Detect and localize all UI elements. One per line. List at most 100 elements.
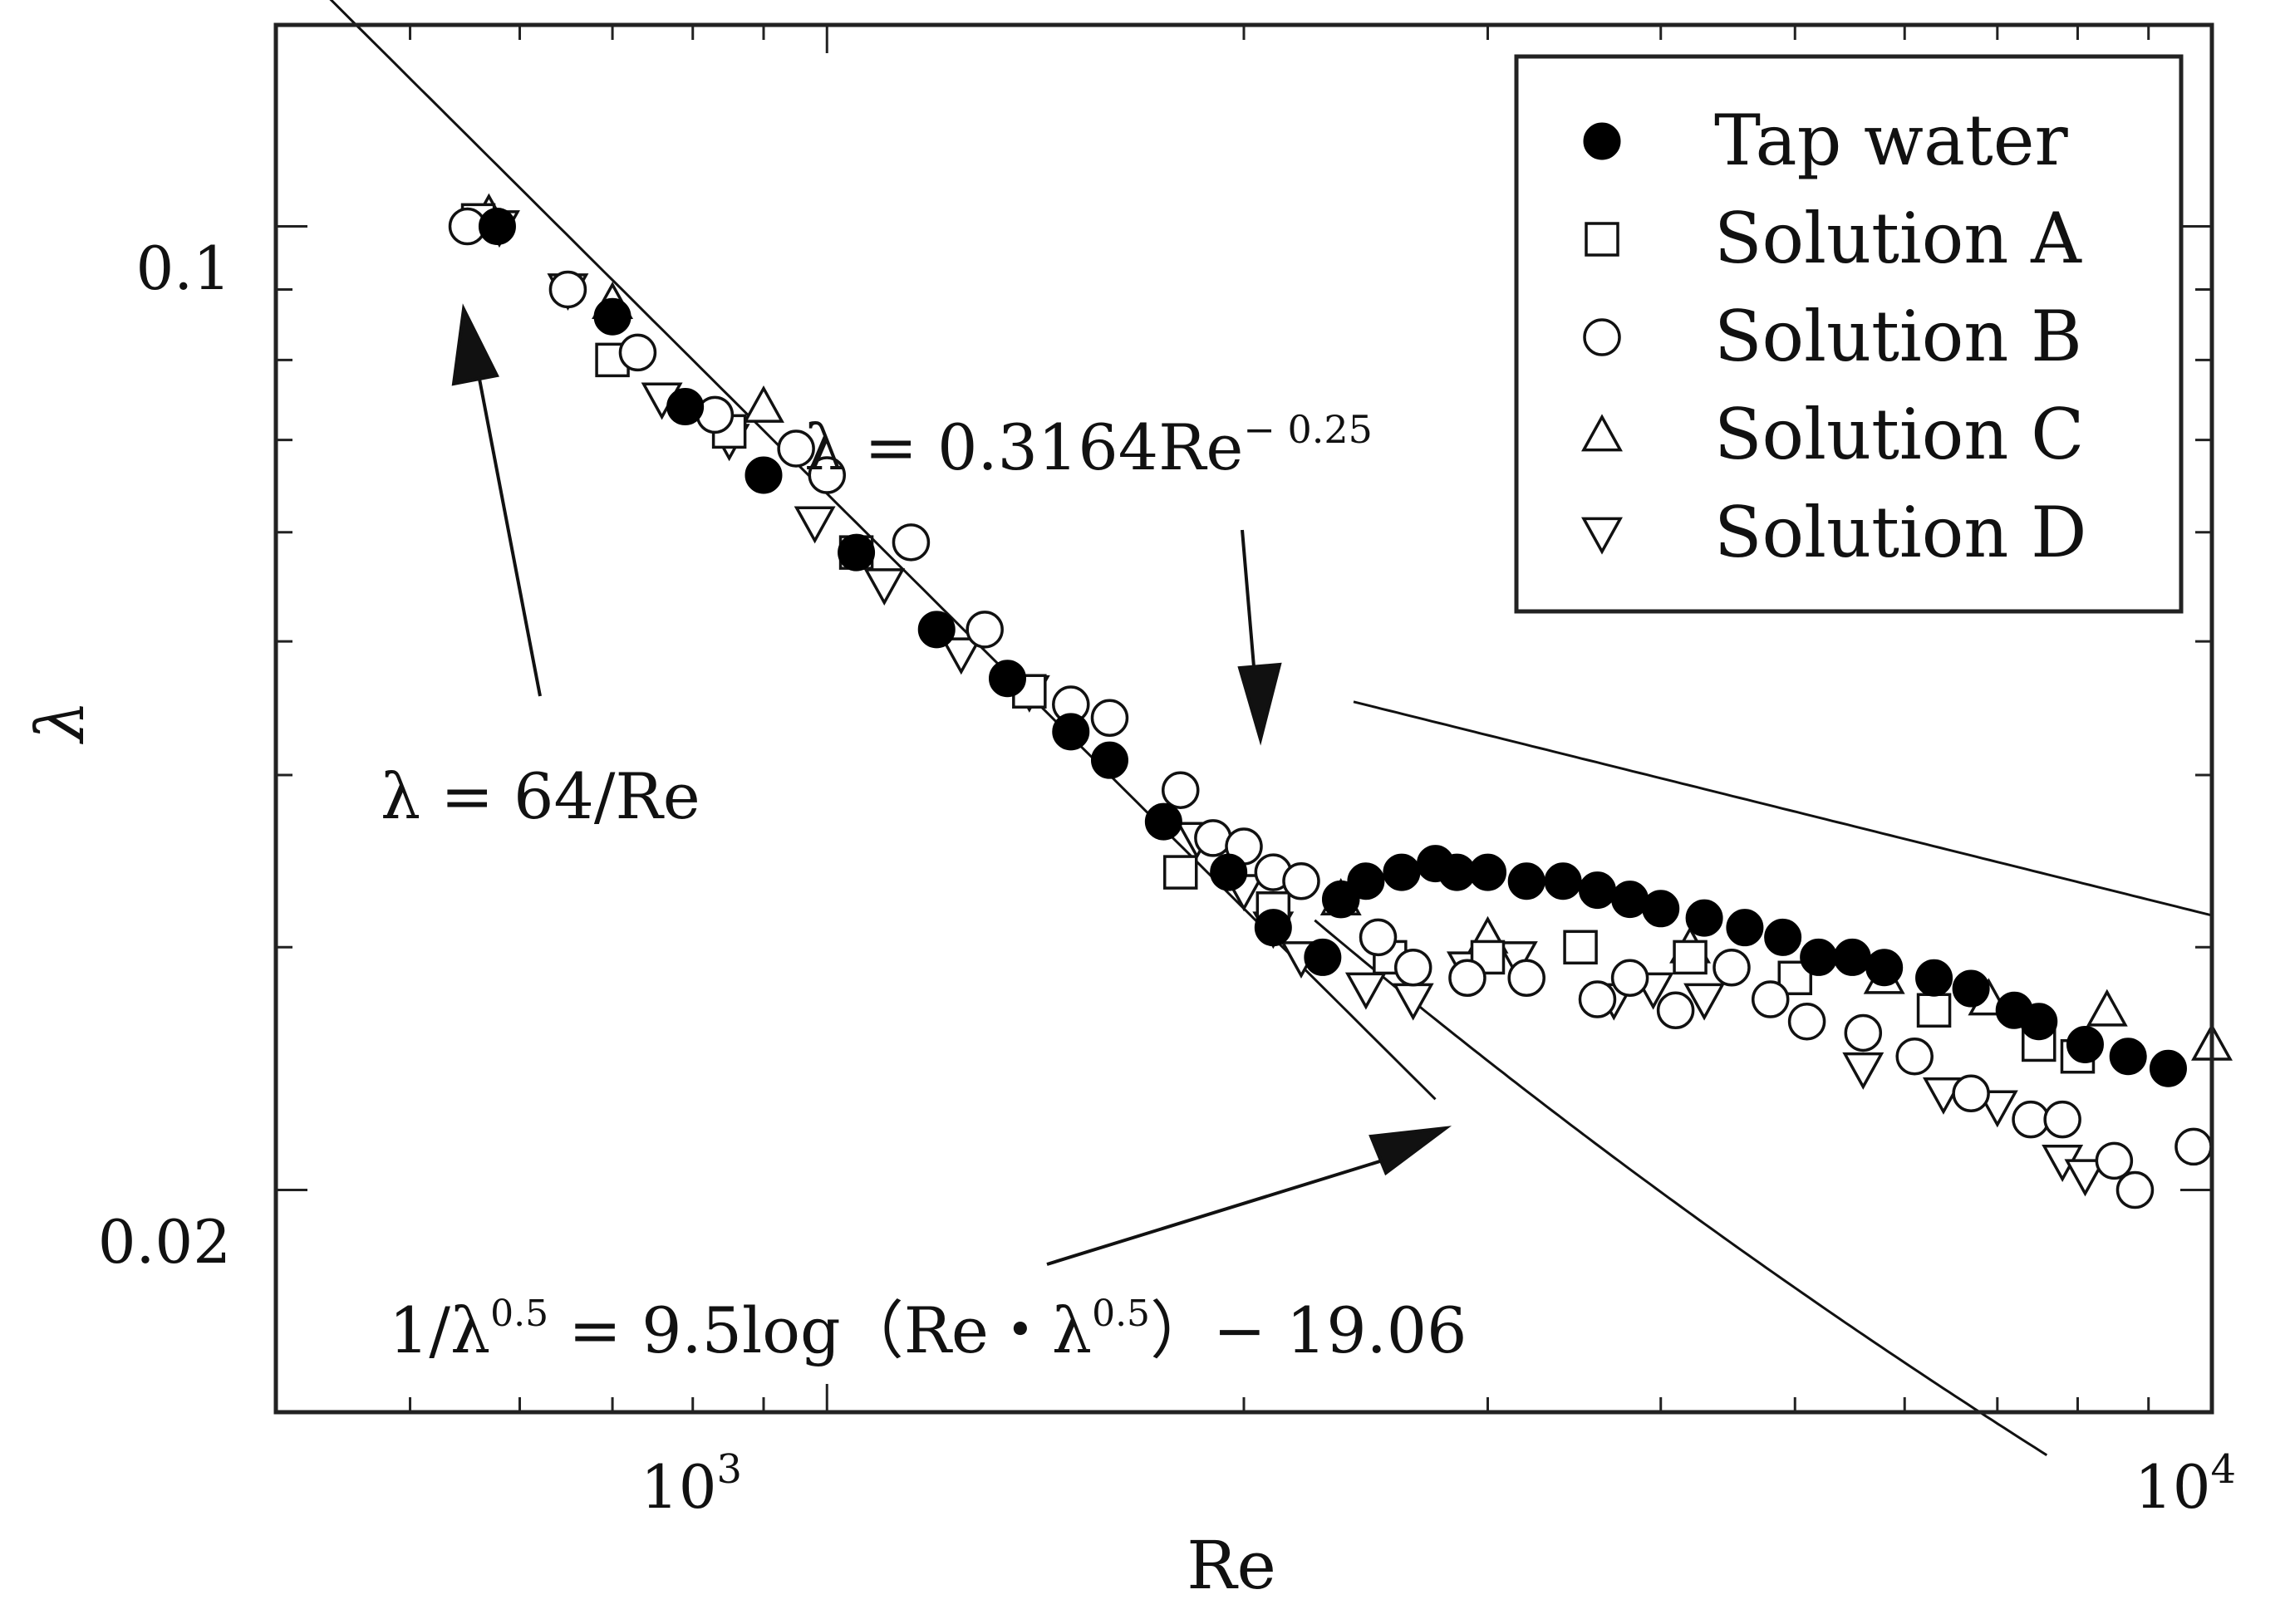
legend-label-solution-b: Solution B (1714, 296, 2082, 377)
data-point-solution-b (1844, 1013, 1883, 1052)
data-point-solution-b (2115, 1170, 2155, 1209)
data-point-solution-b (1787, 1002, 1826, 1041)
data-point-tap-water (1254, 909, 1292, 947)
data-point-solution-a (1916, 993, 1952, 1028)
data-point-tap-water (666, 388, 705, 426)
x-tick-label-10e3: 103 (641, 1446, 742, 1522)
data-point-solution-b (1610, 959, 1649, 998)
data-point-solution-b (1393, 948, 1432, 987)
data-point-solution-b (1656, 991, 1695, 1029)
data-point-solution-c (743, 385, 784, 423)
annotation-arrows (451, 303, 1452, 1266)
legend: Tap water Solution A Solution B Solution… (1514, 54, 2184, 614)
data-point-tap-water (2020, 1003, 2058, 1041)
data-point-solution-b (548, 270, 587, 309)
legend-marker-solution-c (1581, 414, 1623, 452)
data-point-tap-water (1322, 881, 1360, 919)
data-point-solution-b (1895, 1037, 1934, 1076)
arrow-laminar-head (451, 303, 499, 386)
data-point-solution-d (794, 506, 836, 544)
data-point-tap-water (1144, 802, 1182, 841)
legend-marker-solution-b (1583, 318, 1621, 356)
data-point-solution-d (1344, 972, 1387, 1010)
data-point-tap-water (1685, 899, 1723, 937)
data-point-tap-water (1726, 909, 1764, 947)
data-point-tap-water (1052, 713, 1090, 751)
data-point-solution-b (2174, 1127, 2213, 1166)
data-point-tap-water (838, 533, 876, 572)
data-points-layer (448, 193, 2233, 1209)
axis-ticks-layer (276, 25, 2214, 1412)
data-point-solution-d (863, 568, 906, 606)
data-point-tap-water (478, 208, 516, 246)
data-point-tap-water (1347, 862, 1385, 900)
data-point-tap-water (2109, 1038, 2147, 1076)
data-point-solution-b (2043, 1100, 2081, 1139)
legend-marker-tap-water (1583, 122, 1621, 160)
data-point-tap-water (2149, 1049, 2187, 1087)
x-tick-label-10e4: 104 (2135, 1446, 2236, 1522)
data-point-tap-water (1800, 938, 1838, 976)
data-point-solution-b (1713, 948, 1751, 987)
data-point-solution-b (1090, 699, 1129, 738)
data-point-solution-d (1683, 983, 1726, 1021)
data-point-tap-water (744, 456, 783, 494)
data-point-tap-water (1468, 853, 1506, 891)
arrow-third-head (1369, 1126, 1452, 1176)
data-point-tap-water (1915, 959, 1953, 997)
data-point-tap-water (1952, 969, 1990, 1008)
legend-markers (1581, 122, 1623, 555)
data-point-tap-water (1642, 890, 1680, 928)
data-point-tap-water (1764, 918, 1802, 956)
data-point-solution-b (1952, 1074, 1990, 1113)
data-point-solution-b (808, 456, 847, 494)
legend-label-solution-a: Solution A (1714, 198, 2082, 279)
data-point-solution-b (1448, 959, 1486, 998)
y-axis-label: λ (22, 700, 99, 745)
arrow-blasius-head (1237, 662, 1282, 746)
data-point-tap-water (988, 660, 1026, 698)
data-point-solution-b (2095, 1141, 2134, 1180)
curve-blasius (1353, 700, 2213, 917)
data-point-tap-water (2066, 1025, 2104, 1063)
data-point-solution-b (1282, 862, 1320, 900)
data-point-tap-water (1833, 938, 1871, 976)
arrow-laminar-line (474, 356, 542, 697)
data-point-tap-water (1611, 881, 1649, 919)
x-axis-label: Re (1187, 1527, 1276, 1604)
data-point-solution-b (966, 611, 1004, 649)
data-point-tap-water (917, 611, 956, 649)
data-point-tap-water (1578, 871, 1616, 910)
data-point-tap-water (593, 297, 631, 336)
data-point-tap-water (1865, 949, 1904, 987)
data-point-solution-b (1507, 959, 1545, 998)
annotation-blasius: λ = 0.3164Re− 0.25 (804, 407, 1373, 484)
data-point-solution-c (2086, 989, 2128, 1027)
data-point-solution-d (940, 637, 982, 675)
data-point-solution-b (1194, 819, 1232, 857)
data-point-solution-b (892, 523, 931, 562)
data-point-solution-b (1578, 980, 1617, 1018)
legend-label-solution-d: Solution D (1714, 492, 2086, 573)
legend-label-solution-c: Solution C (1714, 394, 2084, 475)
data-point-solution-d (2064, 1159, 2106, 1197)
data-point-tap-water (1507, 862, 1545, 900)
data-point-tap-water (1304, 938, 1342, 976)
data-point-solution-b (618, 333, 657, 372)
annotation-third: 1/λ0.5 = 9.5log（Re・λ0.5）− 19.06 (389, 1293, 1467, 1367)
data-point-tap-water (1210, 853, 1248, 891)
legend-marker-solution-a (1585, 222, 1619, 257)
legend-label-tap-water: Tap water (1714, 100, 2069, 181)
data-point-solution-a (1563, 930, 1598, 965)
plot-frame (273, 22, 2214, 1415)
legend-box (1514, 54, 2184, 614)
annotation-laminar: λ = 64/Re (381, 759, 700, 833)
arrow-third-line (1046, 1155, 1397, 1266)
curve-third-equation (1314, 919, 2048, 1457)
data-point-tap-water (1383, 853, 1421, 891)
data-point-tap-water (1090, 741, 1128, 779)
data-point-solution-a (1673, 940, 1708, 975)
data-point-solution-b (2012, 1100, 2050, 1139)
